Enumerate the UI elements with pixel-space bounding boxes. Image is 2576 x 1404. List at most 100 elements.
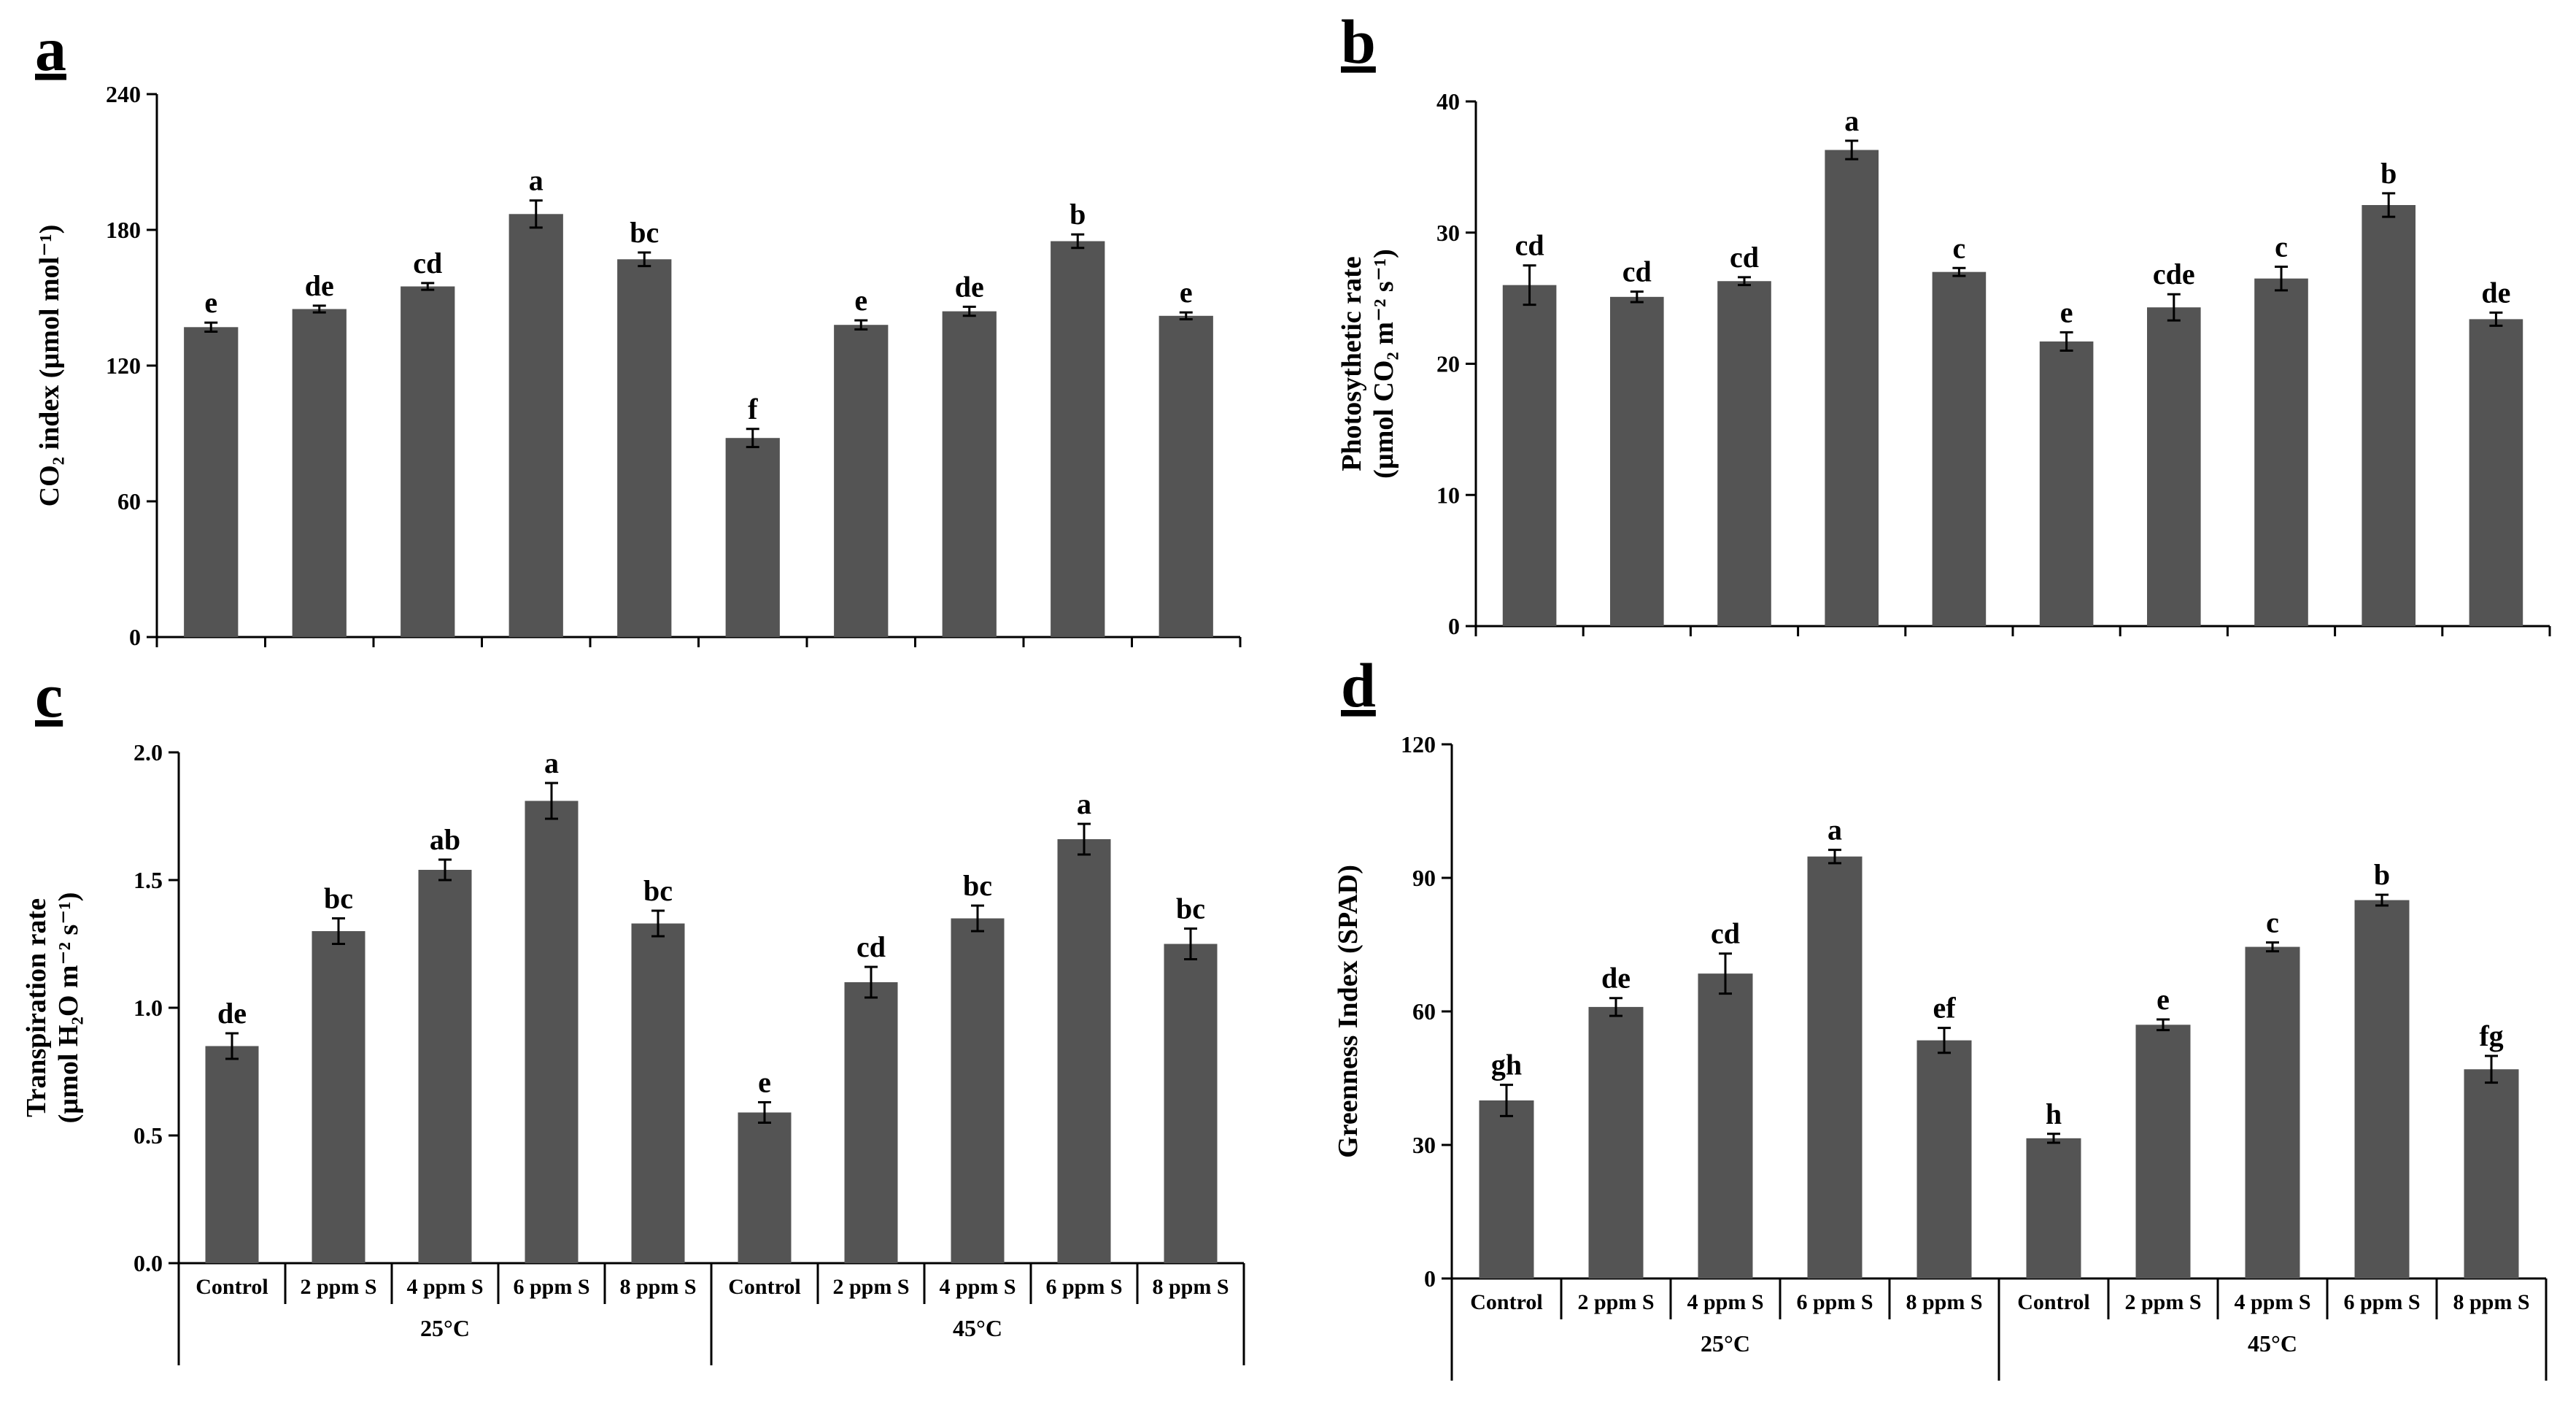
- bar: [942, 311, 997, 637]
- bar: [2245, 946, 2300, 1278]
- bar: [631, 923, 685, 1263]
- bar: [508, 214, 563, 637]
- bar: [834, 325, 889, 637]
- significance-label: cde: [2153, 258, 2195, 290]
- bar: [418, 870, 472, 1263]
- significance-label: c: [2275, 230, 2288, 263]
- significance-label: b: [2380, 157, 2397, 190]
- significance-label: ab: [430, 823, 460, 856]
- bar: [1159, 315, 1213, 637]
- bar: [312, 931, 365, 1263]
- y-axis-label: Greenness Index (SPAD): [1333, 865, 1364, 1158]
- significance-label: a: [1077, 787, 1091, 820]
- y-axis-label: Transpiration rate: [21, 898, 52, 1117]
- significance-label: b: [2374, 858, 2390, 891]
- y-tick-label: 120: [106, 352, 141, 379]
- significance-label: a: [529, 164, 544, 197]
- y-axis-label: Photosythetic rate: [1337, 256, 1367, 471]
- x-category-label: Control: [728, 1275, 800, 1299]
- bar: [725, 438, 780, 637]
- panel-letter: c: [35, 660, 63, 730]
- bar: [738, 1112, 792, 1263]
- x-category-label: Control: [2017, 1290, 2089, 1314]
- y-tick-label: 120: [1401, 731, 1436, 757]
- significance-label: cd: [1711, 917, 1740, 950]
- significance-label: e: [854, 284, 867, 317]
- x-category-label: 6 ppm S: [2343, 1290, 2420, 1314]
- bar: [1502, 285, 1557, 626]
- bar: [2039, 341, 2094, 626]
- x-category-label: 2 ppm S: [2124, 1290, 2201, 1314]
- significance-label: bc: [324, 882, 353, 915]
- bar: [617, 259, 672, 637]
- bar: [2354, 900, 2410, 1278]
- y-tick-label: 0: [1424, 1265, 1436, 1292]
- bar: [1825, 150, 1879, 626]
- significance-label: bc: [963, 869, 992, 902]
- y-tick-label: 0: [129, 624, 141, 650]
- significance-label: de: [1601, 962, 1631, 995]
- bar: [2469, 319, 2523, 626]
- significance-label: cd: [1515, 229, 1544, 262]
- chart-panel-c: c 0.0 0.5 1.0 1.5 2.0 Transpiration rate (µmol …: [21, 660, 1245, 1365]
- significance-label: de: [955, 270, 984, 303]
- significance-label: e: [2157, 983, 2170, 1016]
- x-category-label: 2 ppm S: [832, 1275, 909, 1299]
- bar: [2026, 1138, 2081, 1278]
- y-axis-label: CO₂ index (µmol mol⁻¹): [34, 225, 65, 507]
- significance-label: fg: [2479, 1019, 2503, 1052]
- bar: [1164, 944, 1218, 1263]
- chart-panel-d: d 0 30 60 90 120 Greenness Index (SPAD) Control…: [1333, 650, 2548, 1381]
- y-tick-label: 0.5: [134, 1122, 163, 1149]
- significance-label: de: [305, 269, 334, 302]
- bar: [2362, 205, 2416, 626]
- bar: [525, 801, 579, 1263]
- significance-label: e: [758, 1066, 771, 1099]
- y-tick-label: 20: [1436, 351, 1460, 377]
- x-category-label: 6 ppm S: [1045, 1275, 1122, 1299]
- bar: [1698, 973, 1753, 1278]
- significance-label: ef: [1933, 992, 1956, 1025]
- y-tick-label: 30: [1412, 1132, 1436, 1158]
- y-tick-label: 2.0: [134, 739, 163, 765]
- significance-label: cd: [413, 247, 442, 279]
- x-category-label: Control: [1470, 1290, 1542, 1314]
- bar: [2254, 278, 2308, 626]
- bar: [1057, 839, 1111, 1263]
- bar: [1610, 296, 1664, 626]
- bar: [2147, 307, 2201, 626]
- y-tick-label: 30: [1436, 220, 1460, 246]
- x-group-label: 25°C: [420, 1315, 470, 1341]
- bar: [1717, 281, 1771, 626]
- significance-label: e: [1180, 276, 1193, 309]
- y-tick-label: 1.0: [134, 995, 163, 1021]
- x-category-label: 6 ppm S: [1796, 1290, 1873, 1314]
- bar: [2135, 1025, 2191, 1278]
- y-axis-label: (µmol H₂O m⁻² s⁻¹): [53, 892, 84, 1124]
- significance-label: cd: [1622, 255, 1652, 288]
- y-tick-label: 90: [1412, 865, 1436, 891]
- x-group-label: 25°C: [1701, 1330, 1750, 1357]
- significance-label: b: [1070, 198, 1086, 231]
- bar: [1051, 241, 1105, 637]
- significance-label: a: [544, 747, 559, 779]
- y-tick-label: 0.0: [134, 1250, 163, 1276]
- significance-label: f: [748, 393, 758, 425]
- y-tick-label: 240: [106, 81, 141, 107]
- significance-label: a: [1844, 104, 1859, 137]
- bar: [205, 1046, 259, 1263]
- x-category-label: 8 ppm S: [1152, 1275, 1229, 1299]
- bar: [1479, 1100, 1534, 1278]
- x-category-label: 6 ppm S: [513, 1275, 589, 1299]
- bar: [2464, 1069, 2519, 1278]
- bar: [184, 327, 239, 637]
- x-category-label: 2 ppm S: [300, 1275, 376, 1299]
- x-category-label: Control: [196, 1275, 268, 1299]
- chart-panel-b: b 0 10 20 30 40 Photosythetic rate (µmol CO₂ m⁻…: [1337, 7, 2551, 639]
- significance-label: gh: [1491, 1049, 1522, 1081]
- y-tick-label: 60: [117, 488, 141, 514]
- x-category-label: 2 ppm S: [1577, 1290, 1654, 1314]
- significance-label: c: [2266, 906, 2279, 938]
- bar: [844, 982, 898, 1263]
- significance-label: h: [2046, 1098, 2062, 1130]
